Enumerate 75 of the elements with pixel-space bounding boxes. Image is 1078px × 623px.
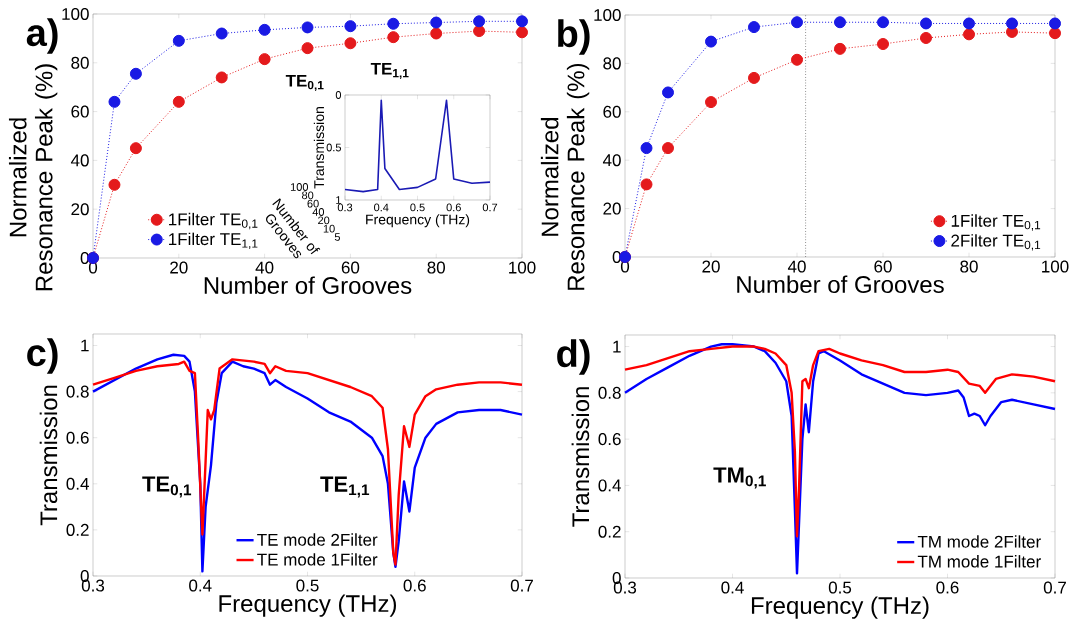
legend-label: 1Filter TE$_{0,1}$ bbox=[169, 212, 258, 230]
legend-label: 1Filter TE$_{0,1}$ bbox=[951, 214, 1041, 231]
x-tick-label: 100 bbox=[1042, 260, 1069, 273]
annotation: 100 bbox=[290, 183, 309, 191]
x-tick-label: 0.6 bbox=[936, 581, 959, 594]
x-tick-label: 0.7 bbox=[510, 579, 533, 592]
x-tick-label: 0.6 bbox=[446, 203, 461, 212]
x-tick-label: 80 bbox=[960, 260, 978, 273]
annotation: 5 bbox=[334, 233, 340, 241]
annotation: 10 bbox=[323, 224, 335, 233]
y-tick-label: 0.6 bbox=[598, 433, 621, 446]
x-axis-title: Frequency (THz) bbox=[219, 594, 396, 617]
annotation: TE$_{0,1}$ bbox=[142, 476, 192, 498]
y-tick-label: 80 bbox=[603, 57, 621, 70]
y-tick-label: 60 bbox=[71, 105, 89, 118]
x-tick-label: 40 bbox=[255, 261, 274, 274]
y-tick-label: 40 bbox=[602, 154, 621, 167]
annotation: TE$_{1,1}$ bbox=[370, 62, 409, 80]
x-tick-label: 20 bbox=[702, 260, 720, 273]
y-tick-label: 1 bbox=[81, 339, 89, 352]
x-tick-label: 0.4 bbox=[374, 203, 389, 212]
y-tick-label: 60 bbox=[603, 105, 621, 118]
x-tick-label: 40 bbox=[787, 260, 806, 273]
x-tick-label: 0.7 bbox=[1043, 581, 1066, 594]
legend-label: TM mode 1Filter bbox=[917, 555, 1041, 568]
legend-label: TM mode 2Filter bbox=[917, 535, 1041, 548]
annotation: TE$_{0,1}$ bbox=[285, 74, 324, 92]
y-tick-label: 0.8 bbox=[598, 386, 621, 399]
x-axis-title: Number of Grooves bbox=[737, 275, 944, 294]
annotation: TM$_{0,1}$ bbox=[713, 467, 766, 489]
x-axis-title: Number of Grooves bbox=[204, 276, 412, 295]
y-axis-title: Normalized Resonance Peak (%) bbox=[540, 63, 590, 290]
x-tick-label: 0.5 bbox=[410, 203, 425, 212]
x-axis-title: Frequency (THz) bbox=[751, 596, 929, 619]
x-tick-label: 80 bbox=[427, 261, 445, 274]
y-tick-label: 0.2 bbox=[598, 525, 621, 538]
chart-title: b) bbox=[558, 19, 590, 55]
chart-title: c) bbox=[27, 338, 58, 374]
y-tick-label: 0.6 bbox=[66, 431, 89, 444]
x-tick-label: 0.4 bbox=[189, 579, 212, 592]
annotation: TE$_{1,1}$ bbox=[320, 476, 370, 498]
y-axis-title: Transmission bbox=[313, 107, 325, 189]
y-tick-label: 0.4 bbox=[598, 479, 621, 492]
annotation: 80 bbox=[302, 191, 314, 200]
legend-label: 1Filter TE$_{1,1}$ bbox=[169, 232, 258, 250]
legend-label: TE mode 1Filter bbox=[257, 553, 378, 566]
x-tick-label: 0.4 bbox=[721, 581, 744, 594]
x-tick-label: 100 bbox=[509, 261, 536, 274]
x-tick-label: 0.3 bbox=[337, 203, 353, 212]
y-tick-label: 0.8 bbox=[66, 385, 89, 398]
chart-title: a) bbox=[26, 18, 58, 54]
y-tick-label: 80 bbox=[71, 56, 89, 69]
x-tick-label: 0.5 bbox=[828, 581, 852, 594]
x-axis-title: Frequency (THz) bbox=[366, 214, 470, 228]
y-tick-label: 1 bbox=[336, 196, 341, 204]
y-tick-label: 0.5 bbox=[326, 143, 342, 152]
x-tick-label: 0.5 bbox=[296, 579, 319, 592]
y-tick-label: 100 bbox=[62, 7, 89, 21]
x-tick-label: 0.6 bbox=[403, 579, 426, 592]
y-axis-title: Normalized Resonance Peak (%) bbox=[8, 64, 58, 291]
legend-label: TE mode 2Filter bbox=[257, 533, 378, 546]
legend-label: 2Filter TE$_{0,1}$ bbox=[951, 234, 1041, 251]
x-tick-label: 60 bbox=[874, 260, 892, 273]
y-axis-title: Transmission bbox=[571, 387, 590, 527]
y-tick-label: 0 bbox=[335, 91, 342, 99]
y-tick-label: 40 bbox=[70, 154, 89, 167]
y-tick-label: 1 bbox=[613, 340, 621, 353]
x-tick-label: 20 bbox=[170, 261, 188, 274]
y-tick-label: 0.4 bbox=[66, 477, 89, 490]
y-tick-label: 0.2 bbox=[66, 523, 89, 536]
chart-title: d) bbox=[557, 339, 590, 375]
y-tick-label: 100 bbox=[594, 8, 621, 22]
y-axis-title: Transmission bbox=[39, 385, 58, 526]
x-tick-label: 0.7 bbox=[482, 203, 498, 212]
annotation: 20 bbox=[318, 216, 330, 225]
